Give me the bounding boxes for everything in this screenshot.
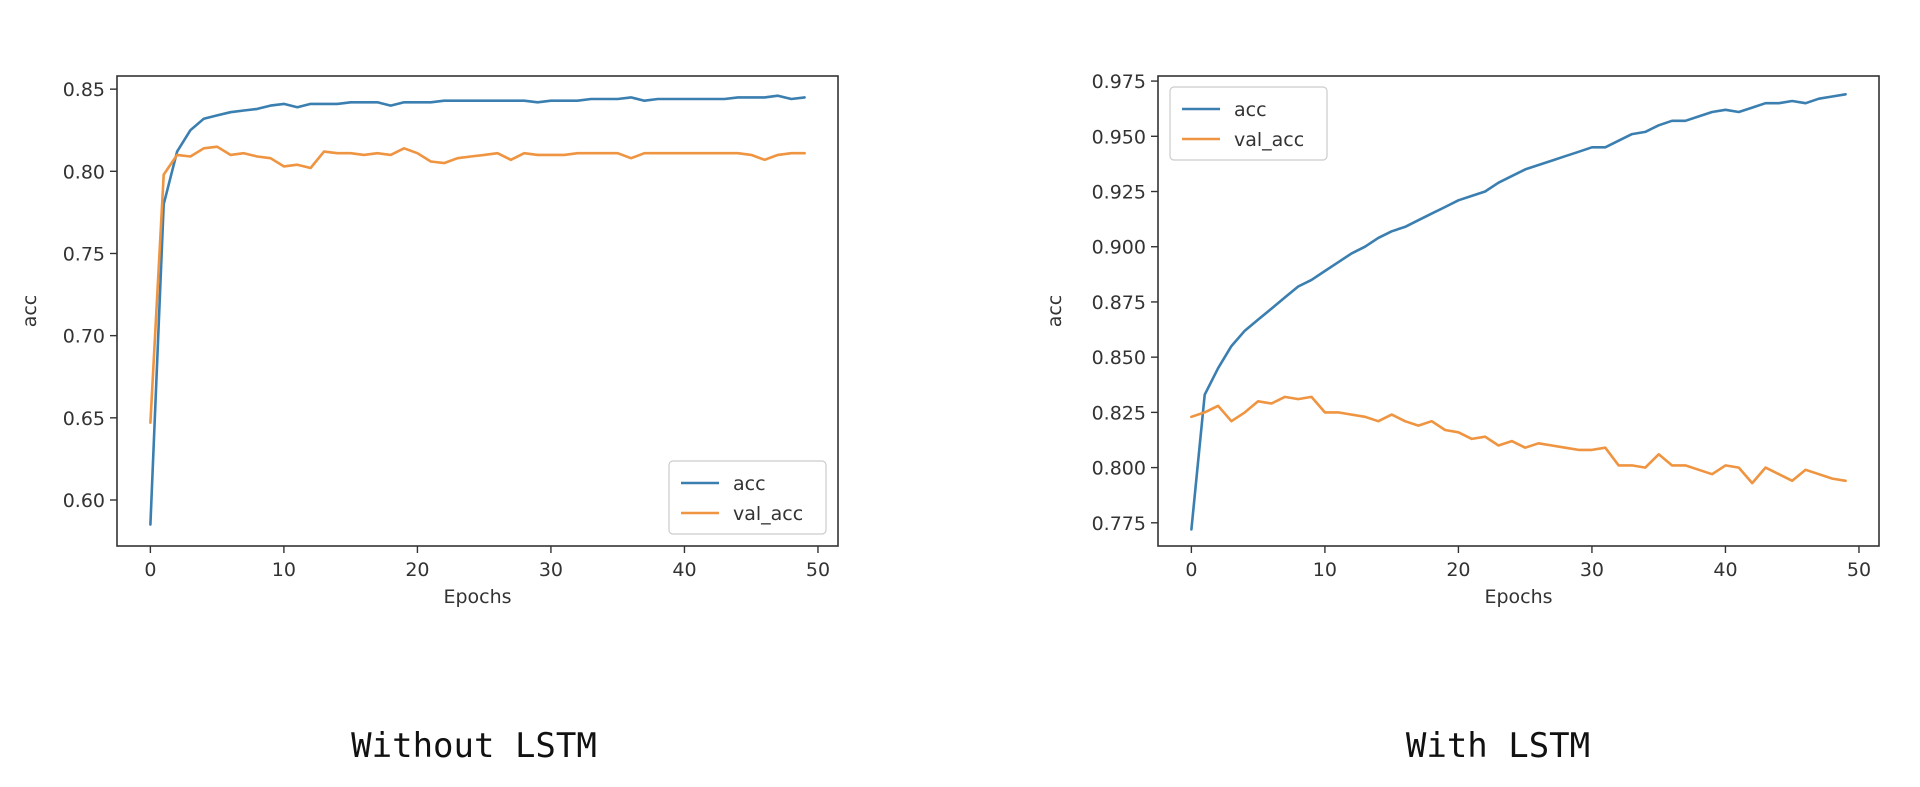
- legend-label-acc: acc: [1234, 99, 1267, 121]
- y-tick-label: 0.975: [1092, 71, 1146, 93]
- series-line-acc: [149, 94, 806, 526]
- y-axis-label: acc: [1044, 295, 1066, 328]
- legend-label-val-acc: val_acc: [1234, 129, 1304, 151]
- caption-without-lstm: Without LSTM: [351, 726, 597, 766]
- y-tick-label: 0.800: [1092, 458, 1146, 480]
- y-tick-label: 0.60: [63, 490, 105, 512]
- legend-label-acc: acc: [733, 473, 766, 495]
- y-tick-label: 0.925: [1092, 182, 1146, 204]
- legend-box: [668, 460, 827, 535]
- chart-with-lstm: 0.775 0.800 0.825 0.850 0.875 0.900 0.925 0.950…: [1044, 71, 1880, 608]
- y-tick-label: 0.75: [63, 243, 105, 265]
- legend-label-val-acc: val_acc: [733, 503, 803, 525]
- x-tick-label: 10: [272, 559, 296, 581]
- x-tick-label: 10: [1313, 559, 1337, 581]
- legend: acc val_acc: [668, 460, 827, 535]
- x-tick-label: 0: [1185, 559, 1197, 581]
- series-line-acc: [1190, 93, 1847, 531]
- y-tick-label: 0.80: [63, 161, 105, 183]
- y-tick-label: 0.775: [1092, 513, 1146, 535]
- legend-box: [1169, 86, 1328, 161]
- y-tick-label: 0.850: [1092, 347, 1146, 369]
- y-tick-label: 0.85: [63, 79, 105, 101]
- y-tick-label: 0.70: [63, 326, 105, 348]
- x-tick-label: 20: [1446, 559, 1470, 581]
- chart-without-lstm: 0.60 0.65 0.70 0.75 0.80 0.85 0 10 20 30 40 50 Epoch…: [19, 75, 839, 608]
- x-tick-label: 0: [144, 559, 156, 581]
- x-tick-label: 30: [539, 559, 563, 581]
- x-axis-label: Epochs: [443, 586, 511, 608]
- x-tick-label: 40: [672, 559, 696, 581]
- plot-frame: [1157, 75, 1880, 547]
- y-tick-label: 0.950: [1092, 126, 1146, 148]
- legend: acc val_acc: [1169, 86, 1328, 161]
- x-axis-label: Epochs: [1484, 586, 1552, 608]
- y-axis-label: acc: [19, 295, 41, 328]
- caption-with-lstm: With LSTM: [1405, 726, 1591, 766]
- series-line-val-acc: [1190, 395, 1847, 485]
- y-tick-label: 0.825: [1092, 402, 1146, 424]
- plot-frame: [116, 75, 839, 547]
- x-tick-label: 50: [1847, 559, 1871, 581]
- x-tick-label: 20: [405, 559, 429, 581]
- x-tick-label: 30: [1580, 559, 1604, 581]
- series-line-val-acc: [149, 145, 806, 425]
- y-tick-label: 0.900: [1092, 237, 1146, 259]
- y-tick-label: 0.875: [1092, 292, 1146, 314]
- x-tick-label: 40: [1713, 559, 1737, 581]
- x-tick-label: 50: [806, 559, 830, 581]
- y-tick-label: 0.65: [63, 408, 105, 430]
